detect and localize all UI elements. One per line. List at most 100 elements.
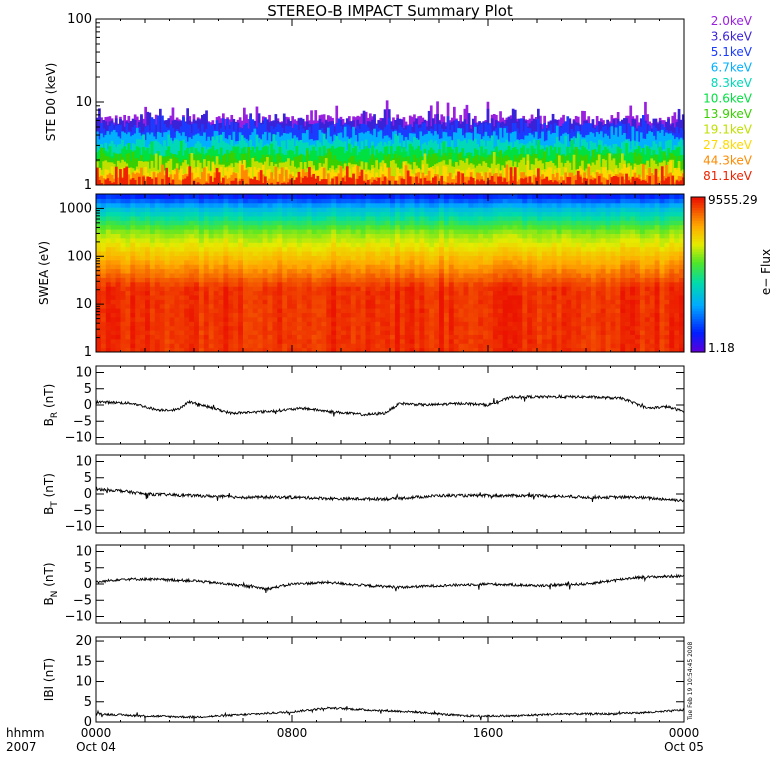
heatmap-cell — [419, 294, 425, 300]
ste-bar — [102, 161, 105, 185]
ste-bar — [104, 179, 108, 185]
heatmap-cell — [208, 290, 215, 296]
heatmap-cell — [243, 316, 249, 322]
ste-bar — [390, 160, 393, 185]
heatmap-cell — [120, 290, 126, 296]
heatmap-cell — [679, 308, 685, 313]
legend-entry: 3.6keV — [711, 30, 753, 44]
heatmap-cell — [669, 325, 675, 331]
heatmap-cell — [169, 325, 175, 331]
heatmap-cell — [561, 316, 567, 322]
ste-bar — [419, 178, 423, 185]
heatmap-cell — [635, 316, 641, 322]
heatmap-cell — [355, 325, 362, 331]
heatmap-cell — [458, 343, 464, 349]
heatmap-cell — [448, 325, 455, 331]
ste-bar — [511, 176, 515, 185]
ste-bar — [121, 178, 124, 185]
heatmap-cell — [429, 347, 435, 353]
ste-bar — [190, 152, 194, 185]
heatmap-cell — [380, 330, 386, 335]
heatmap-cell — [424, 321, 430, 327]
heatmap-cell — [100, 281, 107, 287]
heatmap-cell — [159, 286, 166, 292]
heatmap-cell — [370, 299, 376, 305]
heatmap-cell — [130, 321, 136, 327]
heatmap-cell — [120, 281, 126, 287]
heatmap-cell — [669, 312, 675, 318]
heatmap-cell — [262, 312, 268, 318]
heatmap-cell — [208, 303, 215, 309]
heatmap-cell — [424, 343, 430, 349]
heatmap-cell — [184, 294, 190, 300]
heatmap-cell — [105, 290, 112, 296]
heatmap-cell — [566, 299, 572, 305]
heatmap-cell — [341, 299, 347, 305]
heatmap-cell — [590, 343, 597, 349]
heatmap-cell — [203, 321, 210, 327]
heatmap-cell — [546, 294, 553, 300]
heatmap-cell — [194, 325, 200, 331]
heatmap-cell — [336, 334, 342, 340]
heatmap-cell — [664, 330, 670, 335]
legend-entry: 19.1keV — [703, 123, 753, 137]
ste-bar — [175, 168, 179, 185]
ste-bar — [371, 168, 374, 185]
ste-bar — [474, 180, 477, 185]
heatmap-cell — [292, 321, 298, 327]
ste-bar — [658, 170, 662, 185]
heatmap-cell — [135, 303, 141, 309]
ste-bar — [503, 167, 507, 185]
heatmap-cell — [233, 308, 239, 313]
heatmap-cell — [213, 281, 219, 287]
ste-bar — [371, 177, 374, 185]
heatmap-cell — [115, 290, 121, 296]
ste-bar — [501, 177, 504, 185]
heatmap-cell — [370, 281, 376, 287]
heatmap-cell — [110, 286, 117, 292]
heatmap-cell — [252, 325, 259, 331]
heatmap-cell — [198, 303, 205, 309]
heatmap-cell — [561, 330, 567, 335]
heatmap-cell — [189, 308, 195, 313]
heatmap-cell — [203, 347, 210, 353]
heatmap-cell — [679, 303, 685, 309]
heatmap-cell — [321, 308, 327, 313]
ste-bar — [331, 178, 334, 185]
heatmap-cell — [292, 303, 298, 309]
heatmap-cell — [203, 299, 210, 305]
heatmap-cell — [238, 312, 244, 318]
heatmap-cell — [497, 330, 504, 335]
heatmap-cell — [463, 312, 469, 318]
heatmap-cell — [277, 308, 283, 313]
heatmap-cell — [238, 286, 244, 292]
heatmap-cell — [497, 286, 504, 292]
heatmap-cell — [341, 334, 347, 340]
heatmap-cell — [350, 290, 357, 296]
heatmap-cell — [140, 330, 146, 335]
heatmap-cell — [194, 299, 200, 305]
heatmap-cell — [581, 330, 587, 335]
heatmap-cell — [639, 338, 646, 344]
heatmap-cell — [644, 294, 651, 300]
heatmap-cell — [341, 308, 347, 313]
heatmap-cell — [586, 312, 592, 318]
ste-bar — [182, 162, 185, 185]
heatmap-cell — [522, 321, 528, 327]
heatmap-cell — [537, 290, 543, 296]
ste-bar — [593, 178, 597, 185]
heatmap-cell — [561, 286, 567, 292]
heatmap-cell — [483, 338, 489, 344]
heatmap-cell — [512, 334, 518, 340]
heatmap-cell — [644, 312, 651, 318]
heatmap-cell — [532, 303, 538, 309]
heatmap-cell — [639, 308, 646, 313]
heatmap-cell — [664, 325, 670, 331]
heatmap-cell — [439, 308, 445, 313]
heatmap-cell — [654, 303, 660, 309]
heatmap-cell — [537, 316, 543, 322]
heatmap-cell — [326, 325, 332, 331]
heatmap-cell — [100, 299, 107, 305]
ste-bar — [385, 178, 389, 185]
heatmap-cell — [252, 303, 259, 309]
